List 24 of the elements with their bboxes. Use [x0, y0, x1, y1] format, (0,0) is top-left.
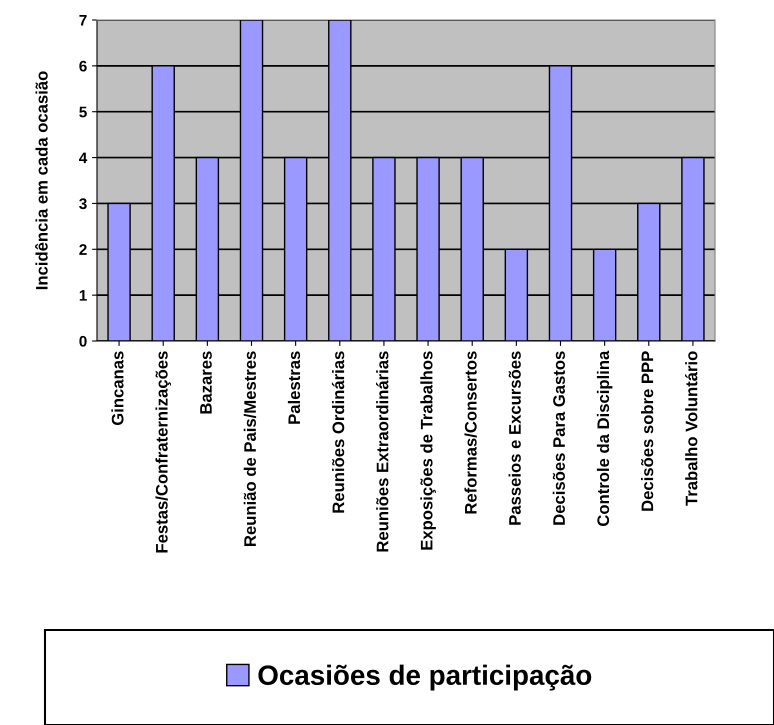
y-tick-label: 7: [79, 15, 87, 26]
x-tick-label: Reunião de Pais/Mestres: [244, 351, 256, 546]
y-tick-label: 5: [79, 106, 87, 118]
x-tick-label: Bazares: [200, 351, 212, 414]
y-tick-label: 4: [79, 152, 88, 164]
x-tick-label: Festas/Confraternizações: [155, 351, 171, 552]
x-tick-label: Reuniões Ordinárias: [332, 351, 344, 513]
x-tick-label: Passeios e Excursões: [508, 351, 521, 525]
x-tick-label: Exposições de Trabalhos: [420, 351, 436, 550]
x-tick-label: Trabalho Voluntário: [685, 351, 698, 506]
y-tick-label: 0: [79, 336, 87, 347]
y-tick-label: 3: [79, 198, 87, 210]
y-tick-label: 1: [80, 290, 87, 301]
x-tick-label: Controle da Disciplina: [596, 350, 612, 526]
x-tick-label: Decisões Para Gastos: [552, 351, 565, 525]
x-tick-label: Reformas/Consertos: [464, 351, 477, 514]
legend-label: Ocasiões de participação: [258, 664, 592, 691]
x-tick-label: Decisões sobre PPP: [641, 351, 654, 511]
y-axis-title: Incidência em cada ocasião: [35, 71, 48, 290]
y-tick-label: 6: [79, 60, 87, 72]
x-tick-label: Reuniões Extraordinárias: [376, 351, 388, 552]
y-tick-label: 2: [79, 244, 87, 255]
x-tick-label: Palestras: [288, 351, 300, 424]
x-tick-label: Gincanas: [111, 351, 124, 426]
